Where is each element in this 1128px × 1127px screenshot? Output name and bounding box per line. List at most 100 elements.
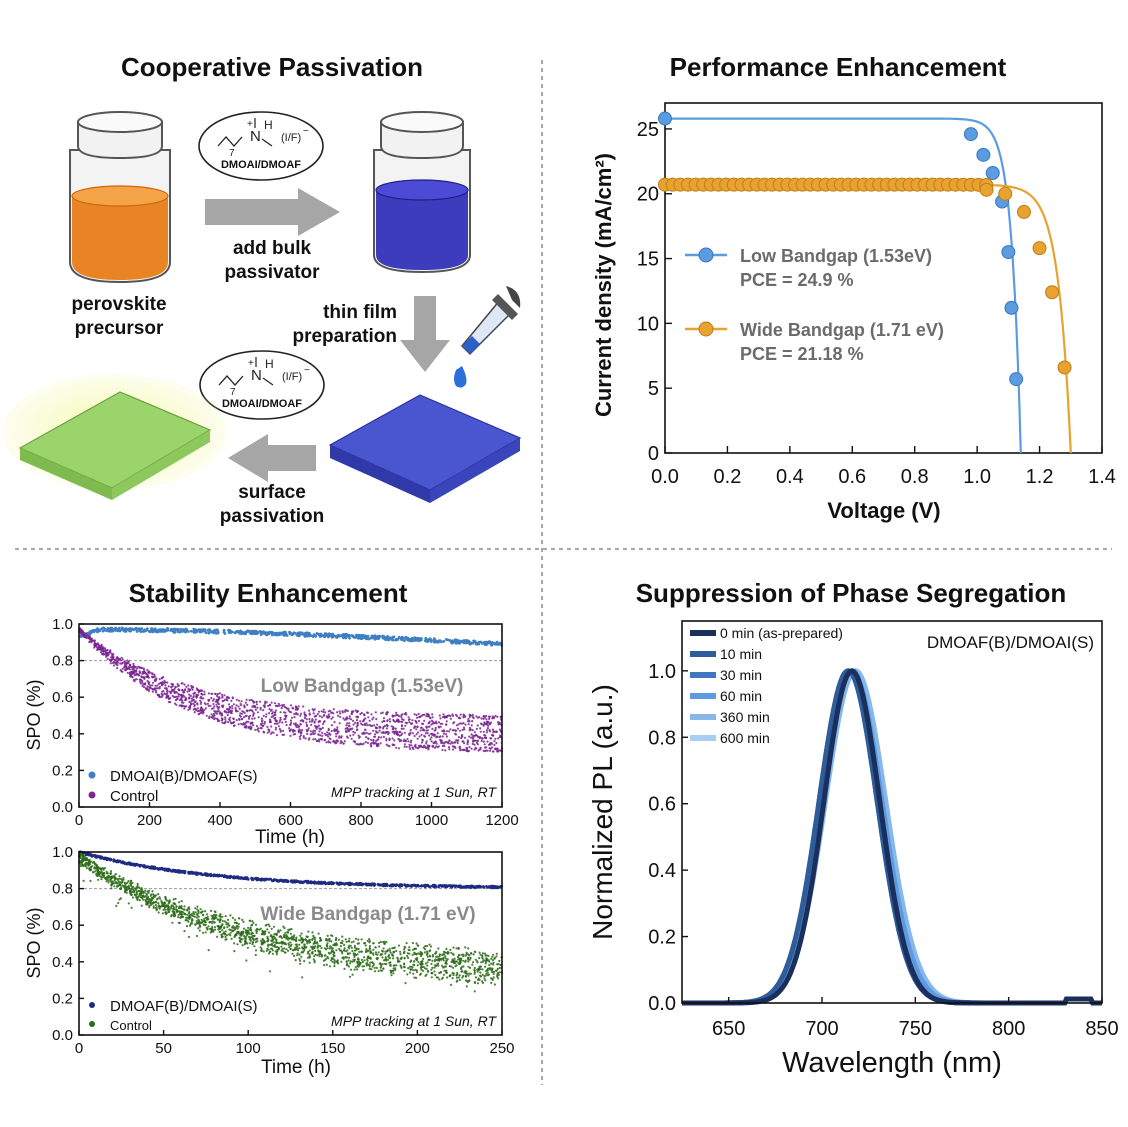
stab1-control-point: [344, 727, 347, 730]
stab2-control-point: [141, 888, 144, 891]
stab2-control-point: [114, 873, 117, 876]
stab2-control-point: [303, 960, 306, 963]
stab2-passivated-point: [335, 882, 339, 885]
stab2-control-point: [205, 926, 208, 929]
stab1-control-point: [212, 698, 215, 701]
stab1-passivated-point: [259, 632, 263, 636]
dropper-icon: [454, 286, 521, 388]
stab1-control-point: [269, 709, 272, 712]
surface-arrow: [228, 434, 316, 482]
stab2-control-point: [107, 881, 110, 884]
stab2-control-point: [357, 957, 360, 960]
jv-marker-0: [985, 166, 1000, 180]
jv-xtick-label: 0.0: [651, 466, 679, 488]
stab2-control-point: [207, 918, 210, 921]
stab1-control-point: [415, 733, 418, 736]
stab2-passivated-point: [303, 880, 306, 883]
stab2-control-point: [197, 927, 200, 930]
stab2-control-point: [313, 936, 316, 939]
stab2-passivated-point: [188, 872, 192, 875]
stab1-control-point: [265, 715, 268, 718]
passivated-vial: [373, 111, 471, 274]
stab2-control-point: [300, 955, 303, 958]
stab1-control-point: [409, 747, 412, 751]
stab1-control-point: [224, 718, 227, 721]
stab1-control-point: [130, 666, 133, 669]
stab1-control-point: [185, 685, 188, 689]
stab1-control-point: [153, 673, 156, 676]
stab2-control-point: [430, 968, 433, 971]
stab1-control-point: [189, 705, 192, 709]
stab1-control-point: [214, 693, 217, 696]
stab1-control-point: [322, 720, 326, 724]
stab1-control-point: [400, 720, 403, 723]
stab1-passivated-point: [89, 631, 93, 634]
stab1-control-point: [462, 726, 466, 729]
stab2-control-point: [85, 862, 88, 865]
stab1-control-point: [212, 712, 216, 716]
stab2-passivated-point: [298, 880, 302, 883]
stab1-control-point: [472, 717, 475, 720]
stab1-passivated-point: [451, 641, 454, 645]
stab2-control-point: [136, 898, 139, 902]
stab2-control-point: [337, 938, 341, 941]
stab1-control-point: [428, 734, 431, 737]
stab1-control-point: [419, 744, 422, 747]
stab1-control-point: [409, 722, 413, 725]
stab1-passivated-point: [335, 635, 338, 639]
stab1-control-point: [338, 710, 341, 713]
stab1-control-point: [380, 736, 383, 739]
stab1-control-point: [266, 725, 269, 729]
stab1-control-point: [391, 743, 394, 746]
stab1-passivated-point: [408, 639, 412, 643]
stab2-control-point: [403, 963, 406, 966]
stab1-control-point: [188, 689, 191, 693]
stab2-control-point: [304, 938, 307, 941]
stab1-control-point: [171, 694, 174, 698]
stab1-control-point: [470, 747, 473, 750]
jv-marker-1: [979, 182, 994, 197]
stab1-control-point: [433, 733, 436, 736]
stab2-control-point: [242, 920, 245, 924]
stab2-control-point: [213, 921, 216, 924]
stab2-control-point: [374, 946, 377, 949]
stab1-control-point: [263, 702, 267, 705]
stab1-control-point: [434, 740, 437, 743]
stab1-control-point: [420, 726, 423, 729]
stab2-control-point: [300, 951, 303, 954]
stab1-control-point: [128, 665, 131, 668]
stab1-control-point: [468, 735, 471, 738]
stab2-control-point: [248, 942, 251, 945]
stab1-passivated-point: [350, 634, 354, 637]
stab1-control-point: [262, 714, 265, 718]
stab1-control-point: [153, 675, 156, 678]
stab1-control-point: [332, 708, 335, 711]
stab1-control-point: [116, 656, 119, 659]
stab1-passivated-point: [433, 637, 436, 640]
stab2-control-point: [348, 952, 351, 955]
stab1-control-point: [237, 699, 241, 702]
stab2-control-point: [458, 974, 461, 977]
stab2-passivated-point: [412, 883, 416, 887]
stab1-xtick-label: 400: [207, 812, 232, 829]
stab1-passivated-point: [139, 630, 143, 633]
stab2-control-point: [251, 920, 254, 923]
stab1-control-point: [257, 730, 260, 733]
stab1-control-point: [216, 710, 219, 713]
stab2-passivated-point: [360, 883, 364, 887]
stab1-control-point: [476, 716, 479, 719]
jv-ytick-label: 20: [637, 184, 659, 206]
stab2-control-point: [382, 967, 385, 970]
stab2-control-point: [299, 962, 302, 965]
stab1-control-point: [332, 740, 335, 743]
stab2-control-point: [389, 961, 392, 964]
stab1-control-point: [180, 697, 183, 700]
stab1-control-point: [359, 720, 362, 723]
stab1-control-point: [267, 728, 270, 731]
stab2-control-point: [206, 913, 209, 916]
stab2-control-point: [198, 929, 201, 932]
stab2-control-point: [100, 878, 103, 881]
stab1-control-point: [440, 742, 443, 745]
